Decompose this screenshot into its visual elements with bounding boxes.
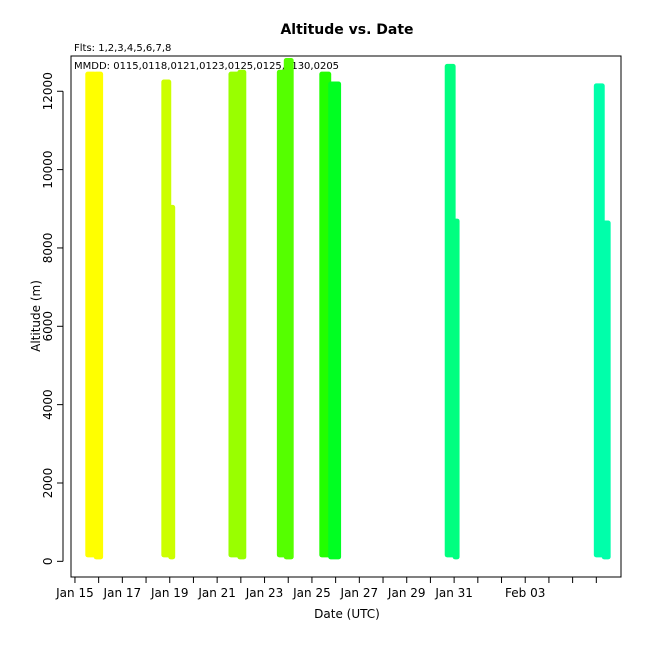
y-tick-label: 2000	[41, 468, 55, 499]
chart-title: Altitude vs. Date	[280, 22, 413, 38]
flight-series-1	[85, 71, 104, 560]
y-tick-label: 12000	[41, 72, 55, 110]
x-tick-label: Feb 03	[505, 586, 545, 600]
x-tick-label: Jan 21	[197, 586, 236, 600]
plot-frame	[70, 55, 622, 578]
y-axis: 0 2000 4000 6000 8000 10000 12000	[41, 72, 64, 566]
x-tick-label: Jan 29	[387, 586, 426, 600]
flight-series-7	[444, 63, 460, 560]
x-tick-label: Jan 15	[55, 586, 94, 600]
flights-note: Flts: 1,2,3,4,5,6,7,8	[74, 43, 171, 54]
y-axis-label: Altitude (m)	[29, 280, 43, 352]
flight-series-2	[161, 79, 176, 560]
flight-series-4	[276, 57, 294, 560]
x-tick-label: Jan 31	[434, 586, 473, 600]
data-layer	[85, 57, 611, 560]
y-tick-label: 0	[41, 558, 55, 566]
flight-series-3	[228, 69, 247, 560]
y-tick-label: 8000	[41, 233, 55, 264]
flight-8-segment-2	[601, 220, 611, 560]
x-tick-label: Jan 25	[292, 586, 331, 600]
x-tick-label: Jan 19	[150, 586, 189, 600]
flight-1-segment-2	[93, 71, 104, 560]
x-axis-label: Date (UTC)	[314, 607, 380, 621]
x-axis: Jan 15 Jan 17 Jan 19 Jan 21 Jan 23 Jan 25 Jan …	[55, 576, 597, 600]
flight-3-segment-2	[237, 69, 247, 560]
y-tick-label: 6000	[41, 311, 55, 342]
y-tick-label: 4000	[41, 389, 55, 420]
x-tick-label: Jan 27	[340, 586, 379, 600]
flight-6-segment-1	[328, 81, 342, 560]
x-tick-label: Jan 17	[103, 586, 142, 600]
flight-4-segment-2	[283, 57, 294, 560]
flight-series-8	[593, 83, 611, 560]
y-tick-label: 10000	[41, 151, 55, 189]
flight-series-6	[328, 81, 342, 560]
flight-2-segment-2	[168, 204, 176, 560]
x-tick-label: Jan 23	[245, 586, 284, 600]
flight-7-segment-2	[452, 218, 460, 560]
mmdd-note: MMDD: 0115,0118,0121,0123,0125,0125,0130…	[74, 61, 339, 72]
